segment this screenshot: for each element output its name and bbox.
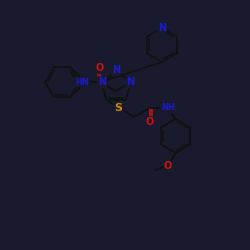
Text: S: S	[114, 103, 122, 113]
Text: N: N	[126, 77, 134, 87]
Text: HN: HN	[75, 78, 89, 86]
Text: NH: NH	[161, 104, 175, 112]
Text: N: N	[98, 77, 106, 87]
Text: O: O	[146, 117, 154, 127]
Text: N: N	[158, 23, 166, 33]
Text: O: O	[96, 63, 104, 73]
Text: O: O	[164, 161, 172, 171]
Text: N: N	[112, 65, 120, 75]
